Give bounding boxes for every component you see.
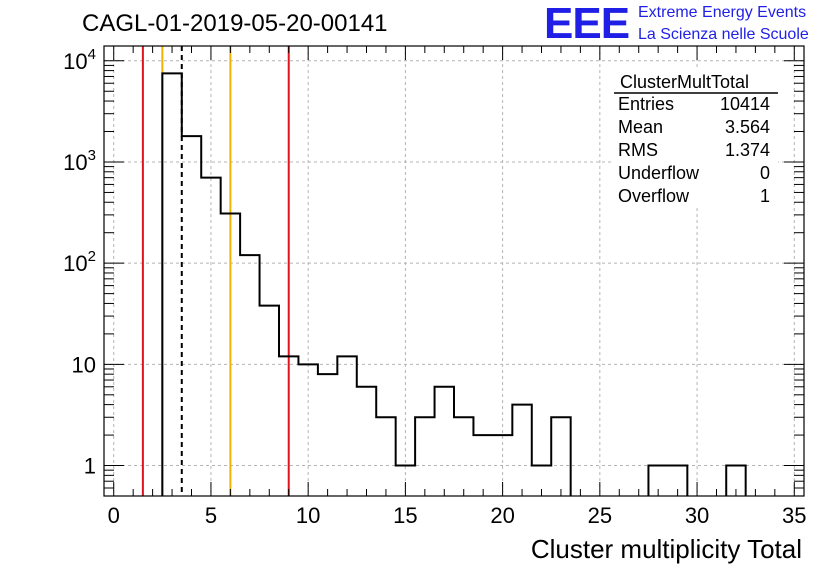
x-tick-label: 35 (782, 503, 806, 528)
eee-logo: EEE (544, 0, 630, 48)
y-tick-label: 10 (72, 352, 96, 377)
histogram-bin (240, 255, 259, 496)
vertical-markers (141, 46, 290, 496)
histogram-bin (318, 374, 337, 496)
logo-caption-line2: La Scienza nelle Scuole (638, 26, 809, 43)
histogram-bin (551, 417, 570, 496)
x-tick-label: 20 (490, 503, 514, 528)
histogram-bin (435, 387, 454, 496)
grid-layer (104, 46, 804, 496)
chart-title: CAGL-01-2019-05-20-00141 (82, 10, 388, 37)
histogram-bin (376, 417, 395, 496)
stats-row-label: RMS (618, 140, 658, 160)
stats-row-label: Mean (618, 117, 663, 137)
stats-row-value: 10414 (720, 94, 770, 114)
histogram-bin (182, 136, 201, 496)
histogram-bin (357, 387, 376, 496)
x-tick-label: 5 (205, 503, 217, 528)
stats-row-label: Entries (618, 94, 674, 114)
plot-frame (103, 45, 805, 497)
x-tick-label: 0 (108, 503, 120, 528)
stats-row-value: 1.374 (725, 140, 770, 160)
histogram-bin (260, 306, 279, 496)
histogram-bin (415, 417, 434, 496)
stats-row-label: Overflow (618, 186, 690, 206)
histogram-bin (512, 405, 531, 496)
histogram-series (161, 72, 747, 496)
y-tick-label: 102 (63, 248, 96, 276)
stats-row-value: 1 (760, 186, 770, 206)
y-tick-label: 103 (63, 147, 96, 175)
x-axis-label: Cluster multiplicity Total (530, 534, 802, 564)
x-tick-label: 15 (393, 503, 417, 528)
stats-box-title: ClusterMultTotal (620, 72, 749, 92)
x-tick-label: 10 (296, 503, 320, 528)
stats-row-value: 0 (760, 163, 770, 183)
x-tick-label: 25 (588, 503, 612, 528)
x-tick-label: 30 (685, 503, 709, 528)
histogram-bin (162, 73, 181, 496)
histogram-bin (337, 356, 356, 496)
histogram-outline (161, 72, 747, 496)
stats-row-label: Underflow (618, 163, 700, 183)
stats-row-value: 3.564 (725, 117, 770, 137)
y-tick-label: 1 (84, 454, 96, 479)
logo-caption-line1: Extreme Energy Events (638, 4, 807, 21)
histogram-bin (454, 417, 473, 496)
y-tick-label: 104 (63, 46, 96, 74)
